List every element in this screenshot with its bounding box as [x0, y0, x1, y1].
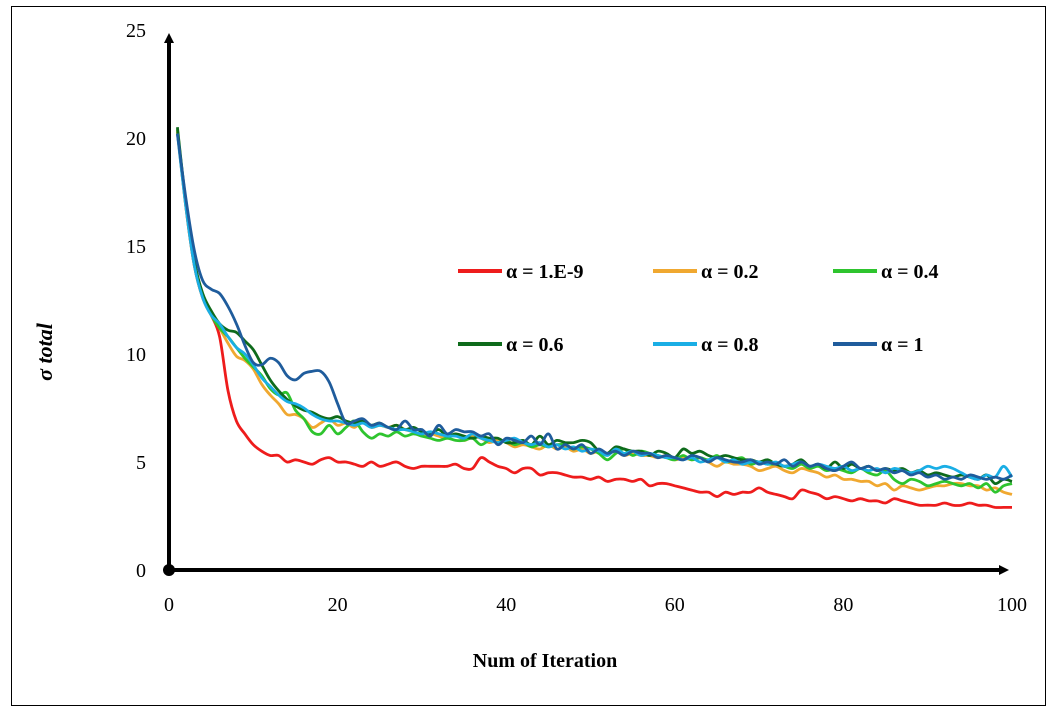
- legend: α = 1.E-9 α = 0.2 α = 0.4 α = 0.6 α = 0.8 α =…: [458, 261, 939, 356]
- series-line-5: [176, 133, 1013, 481]
- y-tick-label: 10: [126, 344, 146, 366]
- x-tick-label: 40: [496, 594, 516, 616]
- legend-label-3: α = 0.6: [506, 334, 564, 356]
- x-tick-label: 0: [164, 594, 174, 616]
- series-line-2: [176, 129, 1013, 494]
- y-tick-label: 25: [126, 20, 146, 42]
- legend-label-1: α = 0.2: [701, 261, 759, 283]
- series-line-4: [176, 133, 1014, 481]
- axis-origin-dot: [163, 564, 175, 576]
- legend-label-4: α = 0.8: [701, 334, 759, 356]
- x-tick-label: 20: [328, 594, 348, 616]
- tick-layer: 0 5 10 15 20 25 0 20 40 60 80 100: [126, 20, 1027, 616]
- legend-label-2: α = 0.4: [881, 261, 939, 283]
- x-tick-label: 60: [665, 594, 685, 616]
- y-tick-label: 15: [126, 236, 146, 258]
- series-line-0: [176, 131, 1012, 509]
- series-line-1: [176, 131, 1013, 496]
- series-layer: [176, 127, 1014, 509]
- y-axis-title: σ total: [32, 322, 57, 381]
- x-tick-label: 100: [997, 594, 1027, 616]
- legend-label-5: α = 1: [881, 334, 924, 356]
- series-line-3: [176, 127, 1013, 486]
- x-tick-label: 80: [833, 594, 853, 616]
- axis-layer: [163, 33, 1009, 576]
- legend-label-0: α = 1.E-9: [506, 261, 584, 283]
- x-axis-title: Num of Iteration: [473, 650, 617, 672]
- y-tick-label: 20: [126, 128, 146, 150]
- y-tick-label: 5: [136, 452, 146, 474]
- y-tick-label: 0: [136, 560, 146, 582]
